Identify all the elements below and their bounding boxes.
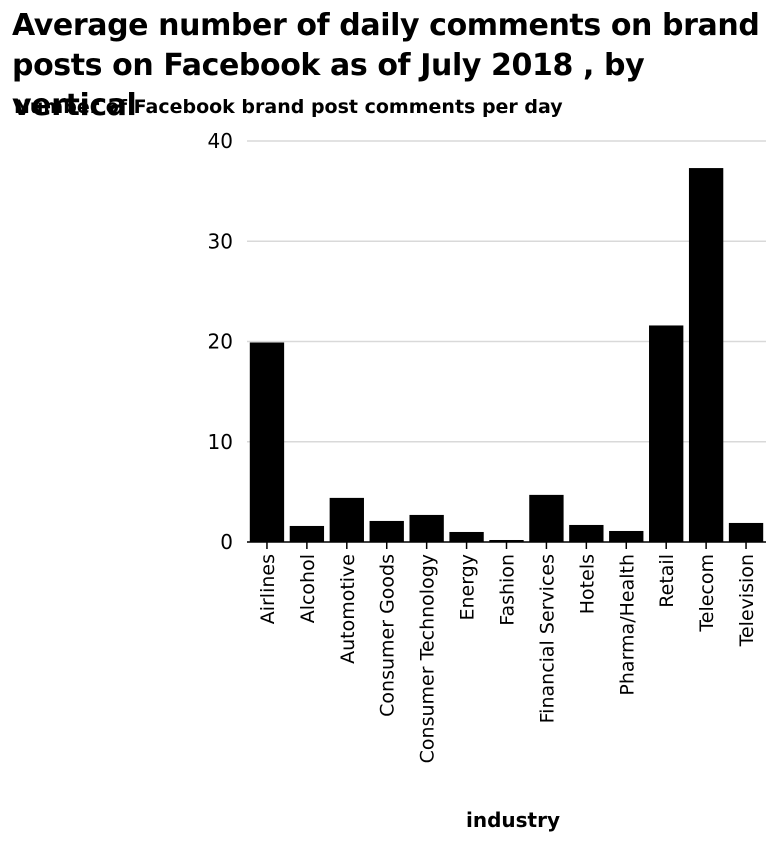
x-tick-label: Telecom	[696, 554, 718, 633]
bar-alcohol	[289, 525, 325, 542]
y-axis-label: Number of Facebook brand post comments p…	[14, 96, 563, 118]
x-tick-label: Pharma/Health	[616, 554, 638, 696]
bar-energy	[449, 531, 484, 542]
x-tick-label: Television	[736, 554, 758, 647]
x-tick-label: Energy	[457, 554, 479, 621]
bar-automotive	[329, 497, 364, 542]
x-tick-label: Alcohol	[297, 554, 319, 623]
chart-title: Average number of daily comments on bran…	[12, 8, 760, 123]
bar-telecom	[688, 168, 724, 542]
axes	[247, 541, 766, 549]
bar-television	[728, 522, 764, 542]
y-tick-label: 30	[208, 229, 233, 253]
bar-airlines	[249, 342, 285, 542]
x-tick-label: Airlines	[257, 554, 279, 624]
x-axis-label: industry	[466, 808, 561, 832]
bar-hotels	[569, 524, 604, 542]
bar-retail	[649, 325, 684, 542]
x-tick-label: Fashion	[497, 554, 519, 626]
x-tick-label: Retail	[656, 554, 678, 608]
y-tick-label: 0	[220, 530, 233, 554]
y-tick-label: 10	[208, 430, 233, 454]
x-tick-label: Hotels	[576, 554, 598, 614]
bar-financial-services	[529, 494, 564, 542]
y-tick-label: 20	[208, 330, 233, 354]
bar-consumer-goods	[369, 520, 404, 542]
bars	[249, 168, 764, 542]
x-tick-label: Automotive	[337, 554, 359, 664]
tick-labels: 0 10 20 30 40 Airlines Alcohol Automotive Consum…	[208, 129, 758, 763]
x-tick-label: Consumer Technology	[417, 554, 439, 763]
bar-fashion	[489, 539, 524, 542]
x-tick-label: Financial Services	[536, 554, 558, 723]
x-tick-label: Consumer Goods	[377, 554, 399, 717]
y-tick-label: 40	[208, 129, 233, 153]
bar-consumer-technology	[409, 514, 444, 542]
bar-pharma-health	[609, 530, 644, 542]
gridlines	[247, 140, 766, 443]
